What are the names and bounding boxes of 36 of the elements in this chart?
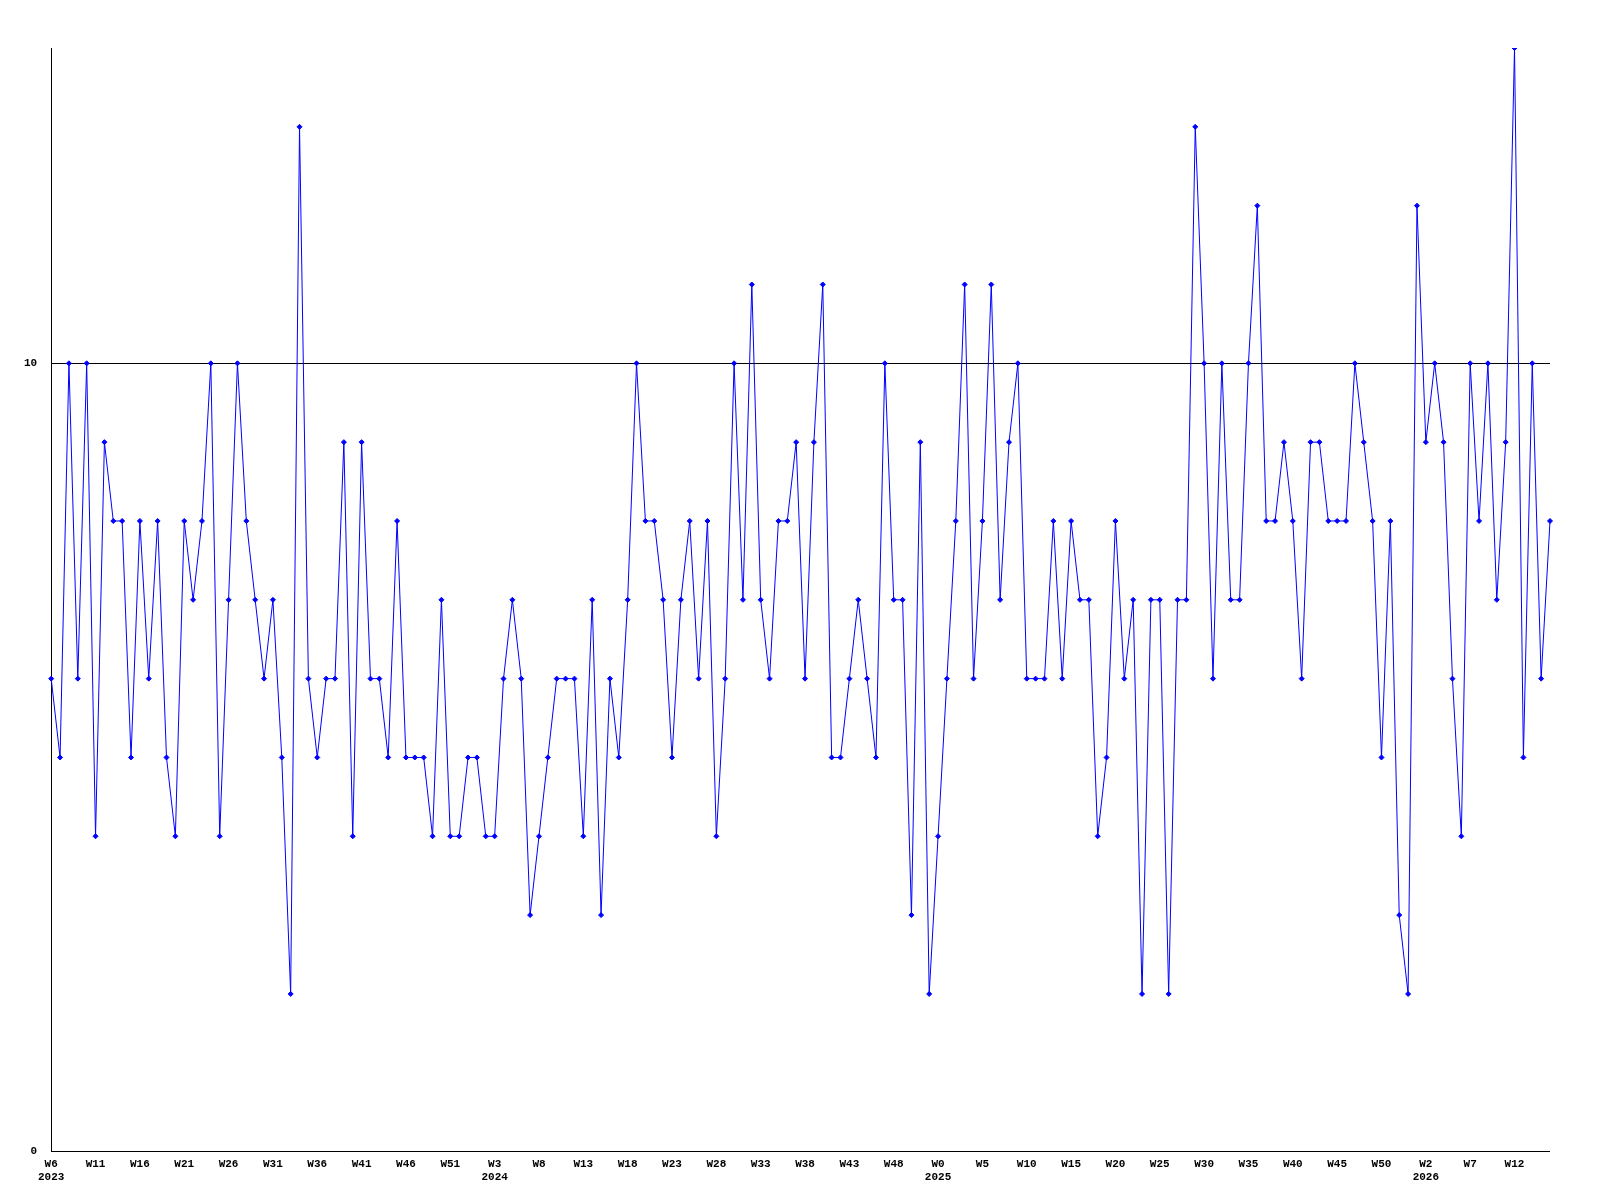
x-tick-label: W0 2025 bbox=[924, 1157, 952, 1184]
x-tick-label: W15 bbox=[1061, 1157, 1082, 1170]
x-tick-label: W46 bbox=[396, 1157, 416, 1170]
x-tick-label: W23 bbox=[662, 1157, 683, 1170]
x-tick-label: W16 bbox=[129, 1157, 150, 1170]
x-tick-label: W30 bbox=[1194, 1157, 1215, 1170]
x-tick-label: W2 2026 bbox=[1412, 1157, 1440, 1184]
x-tick-label: W35 bbox=[1238, 1157, 1259, 1170]
y-tick-label: 10 bbox=[24, 357, 38, 370]
x-tick-label: W45 bbox=[1327, 1157, 1348, 1170]
y-tick-label: 0 bbox=[30, 1145, 38, 1158]
x-tick-label: W18 bbox=[617, 1157, 638, 1170]
x-tick-label: W21 bbox=[174, 1157, 195, 1170]
x-tick-label: W28 bbox=[706, 1157, 727, 1170]
x-tick-label: W5 bbox=[975, 1157, 990, 1170]
x-tick-label: W8 bbox=[532, 1157, 546, 1170]
x-tick-label: W26 bbox=[218, 1157, 239, 1170]
x-tick-label: W48 bbox=[883, 1157, 905, 1170]
x-tick-label: W51 bbox=[440, 1157, 461, 1170]
x-tick-label: W10 bbox=[1016, 1157, 1037, 1170]
x-tick-label: W41 bbox=[351, 1157, 372, 1170]
x-tick-label: W11 bbox=[85, 1157, 106, 1170]
x-tick-label: W38 bbox=[795, 1157, 816, 1170]
x-tick-label: W36 bbox=[307, 1157, 328, 1170]
x-tick-label: W25 bbox=[1149, 1157, 1171, 1170]
x-tick-label: W3 2024 bbox=[481, 1157, 509, 1184]
x-tick-label: W40 bbox=[1282, 1157, 1303, 1170]
x-tick-label: W6 2023 bbox=[38, 1157, 65, 1184]
x-tick-label: W13 bbox=[573, 1157, 594, 1170]
x-tick-label: W20 bbox=[1105, 1157, 1126, 1170]
x-tick-label: W50 bbox=[1371, 1157, 1392, 1170]
x-tick-label: W12 bbox=[1504, 1157, 1525, 1170]
x-tick-label: W33 bbox=[750, 1157, 771, 1170]
x-tick-label: W7 bbox=[1463, 1157, 1477, 1170]
x-tick-label: W43 bbox=[839, 1157, 860, 1170]
x-tick-label: W31 bbox=[263, 1157, 284, 1170]
